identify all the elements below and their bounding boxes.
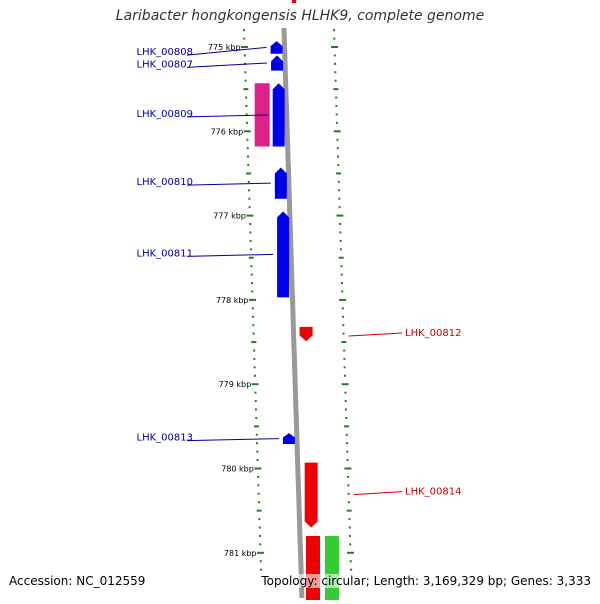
topology-value: Topology: circular; Length: 3,169,329 bp… bbox=[261, 574, 591, 588]
scale-label: 780 kbp bbox=[221, 465, 254, 474]
gene-label[interactable]: LHK_00812 bbox=[405, 328, 461, 339]
scale-label: 775 kbp bbox=[208, 43, 241, 52]
green-feature bbox=[324, 535, 339, 600]
scale-label: 777 kbp bbox=[213, 212, 246, 221]
forward-gene-arrow bbox=[270, 41, 283, 54]
forward-gene-arrow bbox=[272, 83, 285, 147]
scale-labels: 775 kbp 776 kbp 777 kbp 778 kbp 779 kbp 780 k… bbox=[208, 43, 257, 558]
gene-label[interactable]: LHK_00811 bbox=[137, 248, 193, 259]
gene-label[interactable]: LHK_00809 bbox=[137, 109, 193, 120]
gene-label[interactable]: LHK_00810 bbox=[137, 177, 193, 188]
top-feature-marker bbox=[292, 0, 296, 3]
gene-label-line bbox=[186, 114, 269, 118]
reverse-gene-arrow bbox=[304, 462, 318, 528]
backbone-arc bbox=[281, 27, 305, 599]
forward-gene-arrow bbox=[274, 167, 287, 199]
gene-label[interactable]: LHK_00808 bbox=[137, 47, 193, 58]
feature-layer bbox=[254, 0, 339, 600]
tick-marks-left bbox=[241, 29, 265, 571]
gene-label[interactable]: LHK_00813 bbox=[137, 433, 193, 444]
reverse-gene-arrow bbox=[299, 326, 313, 342]
gene-label-line bbox=[353, 491, 403, 496]
red-feature bbox=[305, 535, 320, 600]
accession-text: Accession: NC_012559 bbox=[9, 574, 146, 588]
gene-label-line bbox=[186, 182, 271, 186]
gene-label[interactable]: LHK_00814 bbox=[405, 487, 461, 498]
genome-title: Laribacter hongkongensis HLHK9, complete… bbox=[115, 8, 485, 24]
scale-label: 778 kbp bbox=[216, 296, 249, 305]
gene-label-line bbox=[348, 332, 403, 337]
gene-label-line bbox=[186, 253, 274, 257]
scale-label: 779 kbp bbox=[219, 380, 252, 389]
gene-label[interactable]: LHK_00807 bbox=[137, 59, 193, 70]
tick-marks-right bbox=[331, 29, 355, 571]
forward-gene-arrow bbox=[282, 433, 295, 445]
forward-gene-arrow bbox=[277, 211, 290, 298]
forward-gene-arrow bbox=[271, 55, 284, 71]
gene-label-line bbox=[186, 46, 267, 56]
topology-text: Topology: circular; Length: 3,169,329 bp… bbox=[261, 574, 591, 588]
scale-label: 776 kbp bbox=[211, 127, 244, 136]
scale-label: 781 kbp bbox=[224, 549, 257, 558]
gene-label-line bbox=[186, 438, 279, 442]
gene-label-line bbox=[186, 62, 268, 68]
